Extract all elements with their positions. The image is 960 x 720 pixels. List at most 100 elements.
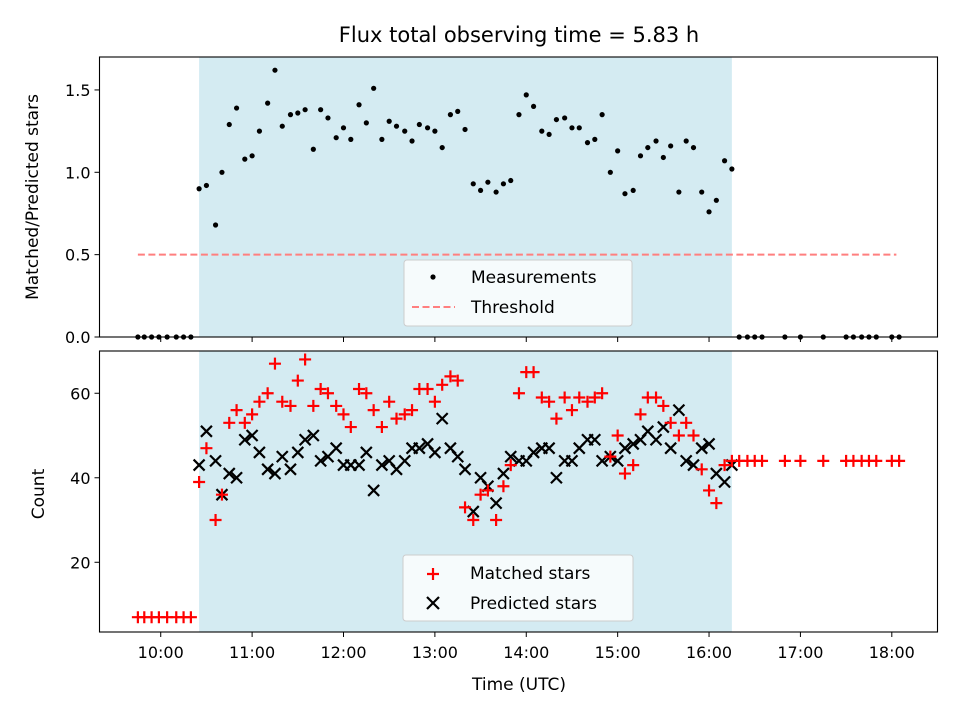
measurement-point xyxy=(699,189,705,195)
matched-point xyxy=(344,421,357,434)
measurement-point xyxy=(265,100,271,106)
predicted-point xyxy=(209,454,222,468)
matched-point xyxy=(527,366,540,379)
predicted-point xyxy=(268,467,282,480)
predicted-point xyxy=(360,446,373,459)
measurements-legend-label: Measurements xyxy=(471,268,597,288)
matched-point xyxy=(778,454,791,467)
matched-point xyxy=(268,357,281,370)
measurement-point xyxy=(592,136,598,142)
measurement-point xyxy=(256,128,263,134)
measurement-point xyxy=(653,138,659,144)
measurement-point xyxy=(196,186,202,192)
measurement-point xyxy=(386,118,392,124)
matched-point xyxy=(497,480,510,493)
matched-point xyxy=(596,387,609,400)
measurement-point xyxy=(424,125,431,131)
count-legend-box xyxy=(402,554,634,622)
matched-point xyxy=(467,514,480,527)
predicted-point xyxy=(702,437,716,451)
matched-point xyxy=(390,412,403,425)
matched-point xyxy=(360,387,373,400)
matched-point xyxy=(459,501,472,514)
matched-point xyxy=(284,399,297,412)
measurement-point xyxy=(287,112,294,118)
measurement-point xyxy=(356,102,362,108)
measurement-point xyxy=(212,222,219,228)
matched-point xyxy=(543,395,556,408)
measurement-point xyxy=(569,125,575,131)
matched-point xyxy=(246,408,259,421)
measurement-point xyxy=(302,107,308,113)
measurement-point xyxy=(393,123,400,129)
measurement-point xyxy=(607,169,613,175)
measurement-point xyxy=(523,92,529,98)
measurement-point xyxy=(493,189,499,195)
matched-point xyxy=(299,353,312,366)
matched-point xyxy=(680,416,693,429)
matched-point xyxy=(200,442,213,455)
matched-point xyxy=(687,429,700,442)
matched-point xyxy=(474,488,487,501)
measurement-point xyxy=(447,112,454,118)
predicted-point xyxy=(238,433,252,447)
matched-point xyxy=(406,404,419,417)
matched-point xyxy=(337,408,350,421)
measurement-point xyxy=(676,189,682,195)
predicted-point xyxy=(504,450,518,463)
predicted-point xyxy=(428,446,442,459)
predicted-point xyxy=(375,458,389,472)
matched-point xyxy=(209,514,222,527)
matched-point xyxy=(230,404,243,417)
measurement-point xyxy=(233,105,240,111)
measurement-point xyxy=(721,158,728,164)
matched-point xyxy=(893,454,906,467)
predicted-point xyxy=(550,471,563,485)
matched-point xyxy=(367,404,380,417)
measurement-point xyxy=(706,209,712,215)
measurement-point xyxy=(379,136,385,142)
threshold-legend-label: Threshold xyxy=(470,298,555,318)
measurement-point xyxy=(485,179,491,185)
predicted-point xyxy=(398,454,412,468)
matched-point xyxy=(261,387,274,400)
matched-point xyxy=(428,395,441,408)
matched-point xyxy=(573,391,586,404)
matched-point xyxy=(421,383,434,396)
predicted-legend-marker xyxy=(426,596,440,610)
matched-point xyxy=(353,383,366,396)
predicted-point xyxy=(245,429,259,442)
predicted-point xyxy=(451,450,465,463)
matched-point xyxy=(558,391,571,404)
matched-point xyxy=(604,450,617,463)
measurement-point xyxy=(340,125,347,131)
matched-point xyxy=(650,391,663,404)
ratio-legend: Measurements Threshold xyxy=(403,259,633,327)
predicted-point xyxy=(314,454,327,468)
matched-legend-marker xyxy=(427,568,439,580)
matched-point xyxy=(565,404,578,417)
predicted-point xyxy=(542,441,556,455)
matched-point xyxy=(291,374,304,387)
predicted-point xyxy=(298,433,312,447)
count-x-tick-label: 12:00 xyxy=(320,643,366,662)
measurement-point xyxy=(310,146,316,152)
matched-point xyxy=(375,421,388,434)
predicted-point xyxy=(352,458,366,472)
count-x-tick-label: 11:00 xyxy=(229,643,275,662)
count-x-tick-label: 15:00 xyxy=(595,643,641,662)
predicted-point xyxy=(672,403,686,417)
count-y-tick-label: 40 xyxy=(70,469,90,488)
ratio-axis-ticks: 0.0 0.5 1.0 1.5 xyxy=(65,81,893,347)
matched-legend-label: Matched stars xyxy=(470,564,590,584)
matched-point xyxy=(481,484,494,497)
matched-point xyxy=(490,514,503,527)
measurement-point xyxy=(203,182,210,189)
measurement-point xyxy=(729,166,735,172)
matched-point xyxy=(611,429,624,442)
matched-point xyxy=(215,488,228,501)
matched-point xyxy=(817,454,830,467)
measurement-point xyxy=(576,125,582,131)
matched-point xyxy=(184,611,197,624)
measurement-point xyxy=(295,110,301,116)
